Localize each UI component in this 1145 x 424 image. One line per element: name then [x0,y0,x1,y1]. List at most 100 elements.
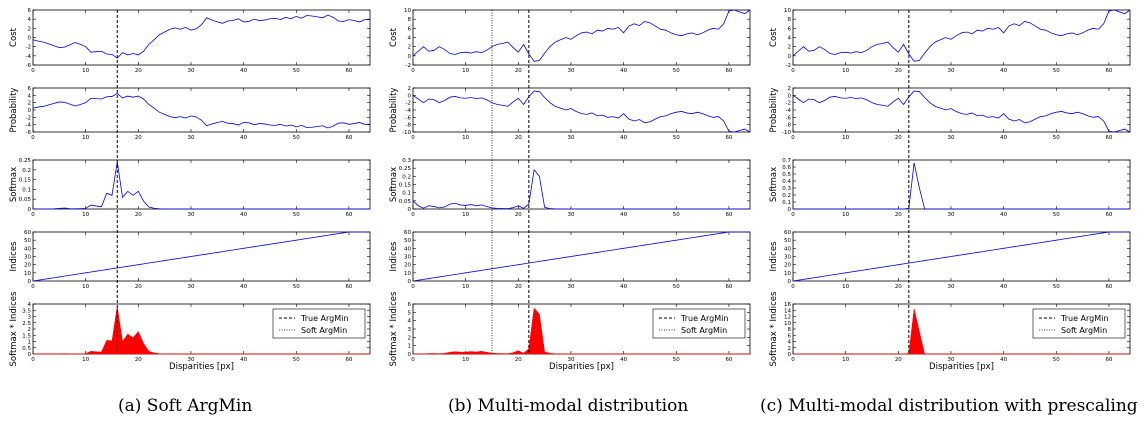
x-tick-label: 30 [947,212,954,218]
y-tick-label: 10 [404,271,411,277]
x-tick-label: 40 [620,68,627,74]
legend-soft-argmin-label: Soft ArgMin [681,326,727,335]
x-tick-label: 10 [462,68,469,74]
x-tick-label: 60 [345,68,352,74]
x-tick-label: 50 [1053,68,1060,74]
y-tick-label: 8 [788,17,792,23]
legend-box [1032,308,1126,339]
y-axis-label: Indices [9,241,19,272]
legend: True ArgMin Soft ArgMin [272,308,366,339]
x-tick-label: 0 [791,212,795,218]
y-tick-label: 1 [28,340,32,346]
x-axis-label: Disparities [px] [929,362,994,372]
x-axis-label: Disparities [px] [169,362,234,372]
y-axis-label: Softmax [9,167,19,202]
x-tick-label: 40 [240,212,247,218]
x-tick-label: 10 [842,212,849,218]
subplot-a-indices: 0 10 20 30 40 50 60 0 10 20 30 40 50 60 Indices [9,230,371,290]
y-tick-label: 0 [28,352,32,358]
x-tick-label: 60 [1105,357,1112,363]
x-tick-label: 50 [673,357,680,363]
y-tick-label: 0.7 [782,158,791,164]
y-tick-label: 0 [28,207,32,213]
y-tick-label: 2 [28,26,32,32]
x-tick-label: 40 [1000,135,1007,141]
x-tick-label: 30 [187,135,194,141]
x-tick-label: 10 [462,212,469,218]
y-tick-label: 0 [28,279,32,285]
y-tick-label: 3.5 [22,308,31,314]
y-tick-label: 4 [28,17,32,23]
series-line [33,161,370,210]
x-tick-label: 40 [240,284,247,290]
axes-frame [412,159,751,210]
y-tick-label: 16 [784,302,791,308]
y-tick-label: 30 [404,255,411,261]
y-tick-label: 0.05 [19,197,32,203]
legend-box [652,308,746,339]
x-tick-label: 30 [187,357,194,363]
axes-frame [32,9,371,66]
x-tick-label: 10 [82,135,89,141]
x-tick-label: 20 [515,284,522,290]
x-tick-label: 60 [725,68,732,74]
x-tick-label: 10 [82,357,89,363]
series-line [792,9,1131,62]
caption-c: (c) Multi-modal distribution with presca… [760,396,1138,416]
x-tick-label: 40 [240,135,247,141]
y-tick-label: 20 [784,263,791,269]
y-tick-label: 0.15 [399,183,412,189]
x-tick-label: 0 [791,135,795,141]
y-axis-label: Probability [9,88,19,133]
y-tick-label: -10 [402,130,411,136]
y-tick-label: 60 [784,230,791,236]
x-tick-label: 0 [411,212,415,218]
x-tick-label: 0 [31,135,35,141]
y-tick-label: 0 [788,279,792,285]
x-tick-label: 50 [1053,135,1060,141]
y-tick-label: 6 [788,26,792,32]
x-tick-label: 40 [620,357,627,363]
x-tick-label: 50 [673,135,680,141]
x-tick-label: 40 [620,135,627,141]
y-tick-label: 50 [24,238,31,244]
y-tick-label: 0.2 [402,174,411,180]
y-tick-label: 6 [28,8,32,14]
y-tick-label: 2 [788,346,792,352]
y-tick-label: 50 [404,238,411,244]
y-axis-label: Probability [389,88,399,133]
x-tick-label: 60 [1105,212,1112,218]
x-tick-label: 10 [82,212,89,218]
axes-frame [412,87,751,133]
x-tick-label: 40 [1000,357,1007,363]
x-tick-label: 60 [725,357,732,363]
y-tick-label: 0 [788,352,792,358]
axes-frame [412,9,751,66]
x-tick-label: 30 [947,284,954,290]
y-tick-label: 30 [784,255,791,261]
y-tick-label: 40 [784,246,791,252]
legend-true-argmin-label: True ArgMin [300,314,348,323]
x-tick-label: 0 [411,357,415,363]
x-tick-label: 50 [293,68,300,74]
legend-true-argmin-label: True ArgMin [680,314,728,323]
y-tick-label: 14 [784,308,791,314]
y-tick-label: 1 [408,344,412,350]
subplot-b-indices: 0 10 20 30 40 50 60 0 10 20 30 40 50 60 Indices [389,230,751,290]
y-tick-label: 30 [24,255,31,261]
series-line [32,93,370,129]
y-tick-label: 0.6 [782,165,791,171]
x-tick-label: 50 [673,212,680,218]
x-tick-label: 60 [345,212,352,218]
y-tick-label: -2 [406,101,411,107]
axes-frame [32,231,371,282]
y-tick-label: 40 [404,246,411,252]
x-tick-label: 0 [31,357,35,363]
x-tick-label: 40 [1000,68,1007,74]
series-area [412,307,750,355]
y-tick-label: 4 [788,340,792,346]
series-line [792,90,1131,133]
